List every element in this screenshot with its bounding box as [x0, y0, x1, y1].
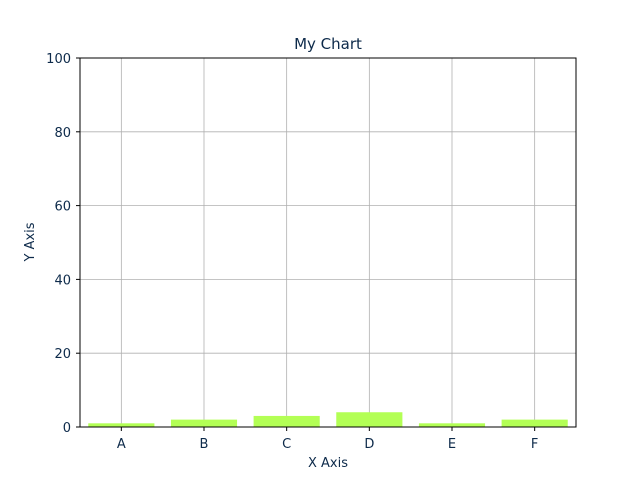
bar-F [501, 419, 568, 427]
x-tick-label: A [117, 437, 126, 452]
bar-A [88, 423, 155, 427]
y-tick-label: 80 [54, 126, 71, 141]
y-tick-label: 20 [54, 347, 71, 362]
x-tick-label: D [364, 437, 374, 452]
bar-E [418, 423, 486, 427]
y-tick-label: 0 [63, 421, 71, 436]
ticks-layer: 0 20 40 60 80 100 A B C D E F [46, 52, 538, 452]
bar-B [170, 419, 238, 427]
y-axis-label: Y Axis [23, 222, 38, 262]
y-tick-label: 60 [54, 200, 71, 215]
x-tick-label: E [448, 437, 456, 452]
grid-layer [80, 57, 576, 428]
x-tick-label: C [282, 437, 291, 452]
bar-D [336, 412, 403, 427]
y-tick-label: 100 [46, 52, 71, 67]
bar-C [253, 415, 320, 427]
y-tick-label: 40 [54, 273, 71, 288]
x-tick-label: B [200, 437, 209, 452]
chart-title: My Chart [294, 35, 362, 53]
x-tick-label: F [531, 437, 538, 452]
plot-frame [79, 57, 577, 428]
bars-layer [88, 412, 568, 427]
x-axis-label: X Axis [308, 456, 348, 471]
